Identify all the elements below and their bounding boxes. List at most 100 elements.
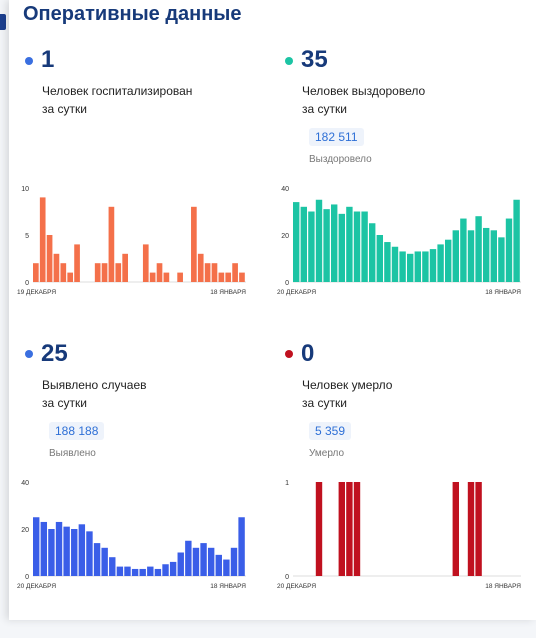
chart-bar (331, 204, 338, 282)
chart-bar (162, 564, 169, 576)
chart-bar (124, 566, 131, 576)
y-tick-label: 10 (21, 186, 29, 193)
chart-bar (192, 547, 200, 576)
chart-bar (391, 246, 399, 282)
chart-bar (452, 482, 459, 576)
chart-bar (369, 223, 376, 282)
chart-bar (384, 242, 391, 282)
chart-bar (33, 263, 39, 282)
detected-description: Выявлено случаев за сутки (42, 378, 147, 410)
x-start-label: 19 ДЕКАБРЯ (17, 289, 56, 296)
y-tick-label: 1 (285, 480, 289, 487)
chart-bar (460, 218, 467, 282)
chart-bar (63, 526, 70, 576)
card-recovered: 35 Человек выздоровело за сутки 182 511 … (277, 44, 533, 344)
recovered-total-label: Выздоровело (309, 154, 372, 165)
chart-bar (346, 482, 353, 576)
chart-bar (156, 263, 163, 282)
chart-bar (197, 253, 204, 282)
chart-bar (154, 568, 162, 576)
chart-bar (338, 213, 345, 282)
chart-bar (101, 547, 108, 576)
x-start-label: 20 ДЕКАБРЯ (17, 583, 56, 590)
y-tick-label: 0 (25, 280, 29, 287)
x-start-label: 20 ДЕКАБРЯ (277, 583, 316, 590)
chart-bar (101, 263, 108, 282)
chart-bar (475, 216, 482, 282)
y-tick-label: 20 (281, 233, 289, 240)
chart-bar (139, 568, 146, 576)
chart-bar (163, 272, 170, 282)
status-dot (285, 350, 293, 358)
chart-bar (315, 199, 323, 282)
chart-bar (445, 239, 452, 282)
status-dot (285, 57, 293, 65)
chart-bar (422, 251, 429, 282)
deaths-chart: 0 1 20 ДЕКАБРЯ 18 ЯНВАРЯ (277, 480, 521, 590)
chart-bar (108, 206, 115, 282)
y-tick-label: 20 (21, 527, 29, 534)
chart-bar (67, 272, 74, 282)
detected-count: 25 (41, 340, 68, 367)
chart-bar (147, 566, 154, 576)
chart-bar (498, 237, 505, 282)
chart-bar (218, 272, 225, 282)
detected-chart: 0 20 40 20 ДЕКАБРЯ 18 ЯНВАРЯ (17, 480, 246, 590)
chart-bar (71, 529, 78, 576)
chart-bar (467, 482, 475, 576)
chart-bar (185, 540, 192, 576)
hospitalized-count: 1 (41, 46, 55, 73)
chart-bar (338, 482, 345, 576)
chart-bar (315, 482, 323, 576)
chart-bar (211, 263, 218, 282)
detected-total: 188 188 (49, 422, 105, 440)
card-hospitalized: 1 Человек госпитализирован за сутки 0 5 10… (17, 44, 273, 344)
y-tick-label: 0 (285, 280, 289, 287)
hospitalized-description: Человек госпитализирован за сутки (42, 84, 193, 116)
chart-bar (60, 263, 67, 282)
page-title: Оперативные данные (23, 3, 242, 25)
x-start-label: 20 ДЕКАБРЯ (277, 289, 316, 296)
chart-bar (78, 524, 86, 576)
side-accent (0, 14, 6, 30)
chart-bar (429, 249, 437, 282)
chart-bar (223, 559, 230, 576)
chart-bar (131, 568, 139, 576)
deaths-total: 5 359 (309, 422, 352, 440)
chart-bar (86, 531, 93, 576)
card-detected: 25 Выявлено случаев за сутки 188 188 Выя… (17, 338, 273, 638)
chart-bar (225, 272, 232, 282)
chart-bar (323, 209, 330, 282)
chart-bar (399, 251, 406, 282)
y-tick-label: 0 (25, 574, 29, 581)
x-end-label: 18 ЯНВАРЯ (485, 289, 521, 296)
deaths-count: 0 (301, 340, 315, 367)
chart-bar (239, 272, 245, 282)
chart-bar (33, 517, 40, 576)
chart-bar (467, 230, 475, 282)
recovered-chart: 0 20 40 20 ДЕКАБРЯ 18 ЯНВАРЯ (277, 186, 521, 296)
chart-bar (149, 272, 156, 282)
chart-bar (490, 230, 497, 282)
y-tick-label: 0 (285, 574, 289, 581)
chart-bar (513, 199, 520, 282)
chart-bar (116, 566, 124, 576)
deaths-description: Человек умерло за сутки (302, 378, 393, 410)
card-deaths: 0 Человек умерло за сутки 5 359 Умерло 0… (277, 338, 533, 638)
y-tick-label: 40 (281, 186, 289, 193)
hospitalized-chart: 0 5 10 19 ДЕКАБРЯ 18 ЯНВАРЯ (17, 186, 246, 296)
chart-bar (353, 211, 361, 282)
chart-bar (39, 197, 46, 282)
chart-bar (475, 482, 482, 576)
chart-bar (207, 547, 215, 576)
recovered-description: Человек выздоровело за сутки (302, 84, 426, 116)
x-end-label: 18 ЯНВАРЯ (210, 583, 246, 590)
chart-bar (55, 521, 63, 576)
chart-bar (238, 517, 245, 576)
chart-bar (122, 253, 128, 282)
status-dot (25, 350, 33, 358)
chart-bar (308, 211, 315, 282)
y-tick-label: 5 (25, 233, 29, 240)
chart-bar (483, 227, 490, 282)
chart-bar (300, 206, 307, 282)
